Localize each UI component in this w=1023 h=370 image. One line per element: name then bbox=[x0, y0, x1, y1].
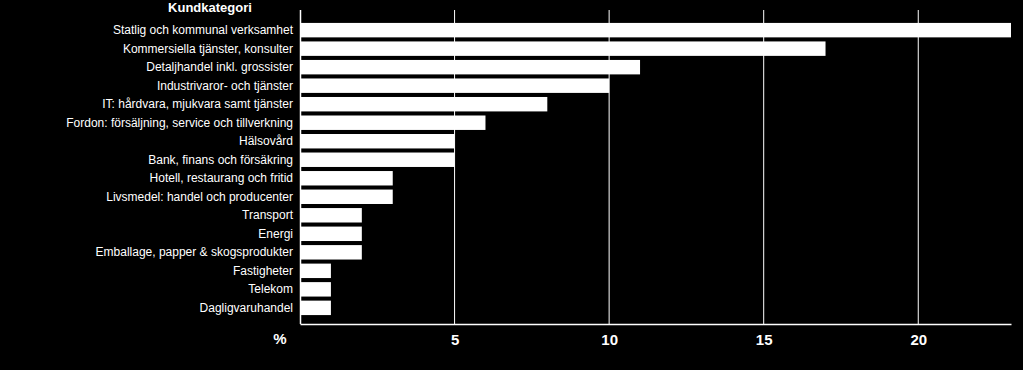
y-tick: Livsmedel: handel och producenter bbox=[106, 190, 300, 204]
y-tick: Detaljhandel inkl. grossister bbox=[146, 60, 300, 74]
y-tick: Telekom bbox=[248, 282, 300, 296]
y-tick-label: Emballage, papper & skogsprodukter bbox=[96, 245, 293, 259]
x-tick-label: 15 bbox=[756, 331, 773, 348]
x-axis-title: % bbox=[273, 330, 286, 347]
bar bbox=[300, 227, 362, 241]
y-tick-label: Telekom bbox=[248, 282, 293, 296]
y-tick-label: Detaljhandel inkl. grossister bbox=[146, 60, 293, 74]
y-tick-label: Livsmedel: handel och producenter bbox=[106, 190, 293, 204]
chart: 5 10 15 20 Statlig och kommunal verksamhet Ko… bbox=[0, 0, 1023, 370]
grid-line bbox=[918, 10, 919, 324]
bars bbox=[300, 23, 1011, 315]
y-tick: Dagligvaruhandel bbox=[200, 301, 300, 315]
bar bbox=[300, 115, 485, 129]
x-tick-label: 20 bbox=[910, 331, 927, 348]
y-tick-label: Energi bbox=[258, 227, 293, 241]
bar bbox=[300, 41, 826, 55]
bar bbox=[300, 264, 331, 278]
grid bbox=[455, 10, 919, 324]
bar bbox=[300, 134, 455, 148]
y-tick: Bank, finans och försäkring bbox=[148, 153, 300, 167]
y-tick: Transport bbox=[242, 208, 300, 222]
x-tick: 10 bbox=[601, 324, 618, 348]
y-axis: Statlig och kommunal verksamhet Kommersie… bbox=[66, 10, 300, 324]
y-tick-label: Transport bbox=[242, 208, 294, 222]
y-tick: Energi bbox=[258, 227, 300, 241]
bar bbox=[300, 60, 640, 74]
y-tick-label: Fordon: försäljning, service och tillver… bbox=[66, 116, 293, 130]
x-tick-label: 10 bbox=[601, 331, 618, 348]
bar bbox=[300, 23, 1011, 37]
bar bbox=[300, 78, 609, 92]
bar bbox=[300, 153, 455, 167]
background bbox=[0, 0, 1023, 370]
y-tick-label: Industrivaror- och tjänster bbox=[157, 79, 293, 93]
y-tick: Statlig och kommunal verksamhet bbox=[113, 23, 300, 37]
bar bbox=[300, 282, 331, 296]
x-tick: 5 bbox=[451, 324, 459, 348]
bar bbox=[300, 208, 362, 222]
x-axis-line bbox=[301, 324, 1012, 326]
y-tick-label: Statlig och kommunal verksamhet bbox=[113, 23, 294, 37]
y-tick-label: Bank, finans och försäkring bbox=[148, 153, 293, 167]
y-tick: Fastigheter bbox=[233, 264, 300, 278]
y-tick: Emballage, papper & skogsprodukter bbox=[96, 245, 300, 259]
grid-line bbox=[454, 10, 455, 324]
y-tick-label: Hälsovård bbox=[239, 134, 293, 148]
y-tick-label: IT: hårdvara, mjukvara samt tjänster bbox=[102, 97, 293, 111]
y-axis-title: Kundkategori bbox=[168, 0, 252, 15]
y-tick-label: Kommersiella tjänster, konsulter bbox=[123, 41, 293, 55]
bar bbox=[300, 97, 547, 111]
y-tick-label: Dagligvaruhandel bbox=[200, 301, 293, 315]
bar bbox=[300, 171, 393, 185]
y-tick: Industrivaror- och tjänster bbox=[157, 79, 300, 93]
y-axis-line bbox=[300, 10, 302, 324]
bar bbox=[300, 245, 362, 259]
y-tick-label: Fastigheter bbox=[233, 264, 293, 278]
grid-line bbox=[609, 10, 610, 324]
y-tick: Hälsovård bbox=[239, 134, 300, 148]
x-tick-label: 5 bbox=[451, 331, 459, 348]
bar bbox=[300, 301, 331, 315]
x-tick: 20 bbox=[910, 324, 927, 348]
x-tick: 15 bbox=[756, 324, 773, 348]
grid-line bbox=[763, 10, 764, 324]
y-tick: Fordon: försäljning, service och tillver… bbox=[66, 116, 300, 130]
y-tick: Kommersiella tjänster, konsulter bbox=[123, 41, 300, 55]
y-tick: Hotell, restaurang och fritid bbox=[150, 171, 300, 185]
y-tick: IT: hårdvara, mjukvara samt tjänster bbox=[102, 97, 300, 111]
y-tick-label: Hotell, restaurang och fritid bbox=[150, 171, 293, 185]
bar bbox=[300, 190, 393, 204]
x-axis: 5 10 15 20 bbox=[301, 324, 1012, 348]
